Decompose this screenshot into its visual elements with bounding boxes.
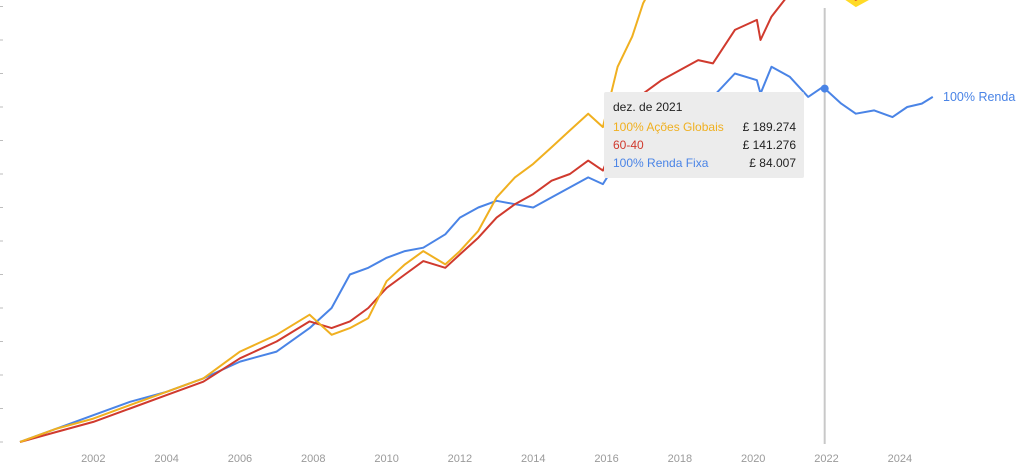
series-end-label-renda: 100% Renda bbox=[943, 90, 1015, 104]
x-tick-label: 2024 bbox=[888, 453, 912, 465]
series-line-acoes bbox=[19, 0, 647, 443]
hover-tooltip: dez. de 2021 100% Ações Globais £ 189.27… bbox=[604, 92, 804, 178]
x-tick-label: 2010 bbox=[374, 453, 398, 465]
tooltip-value-renda: £ 84.007 bbox=[749, 156, 796, 170]
tooltip-title: dez. de 2021 bbox=[613, 100, 683, 114]
x-tick-label: 2012 bbox=[448, 453, 472, 465]
x-tick-label: 2022 bbox=[814, 453, 838, 465]
tooltip-row-acoes: 100% Ações Globais £ 189.274 bbox=[613, 118, 796, 136]
tooltip-label-6040: 60-40 bbox=[613, 138, 644, 152]
series-marker-renda bbox=[820, 84, 829, 93]
tooltip-row-renda: 100% Renda Fixa £ 84.007 bbox=[613, 154, 796, 172]
x-tick-label: 2016 bbox=[594, 453, 618, 465]
tooltip-value-acoes: £ 189.274 bbox=[742, 120, 796, 134]
x-tick-label: 2006 bbox=[228, 453, 252, 465]
x-tick-label: 2020 bbox=[741, 453, 765, 465]
tooltip-row-6040: 60-40 £ 141.276 bbox=[613, 136, 796, 154]
tooltip-label-acoes: 100% Ações Globais bbox=[613, 120, 724, 134]
highlight-band bbox=[845, 0, 869, 8]
series-line-renda bbox=[19, 65, 934, 443]
tooltip-value-6040: £ 141.276 bbox=[742, 138, 796, 152]
tooltip-label-renda: 100% Renda Fixa bbox=[613, 156, 709, 170]
x-tick-label: 2002 bbox=[81, 453, 105, 465]
x-tick-label: 2008 bbox=[301, 453, 325, 465]
x-tick-label: 2014 bbox=[521, 453, 545, 465]
x-tick-label: 2004 bbox=[154, 453, 178, 465]
series-line-6040 bbox=[19, 0, 858, 443]
x-tick-label: 2018 bbox=[668, 453, 692, 465]
